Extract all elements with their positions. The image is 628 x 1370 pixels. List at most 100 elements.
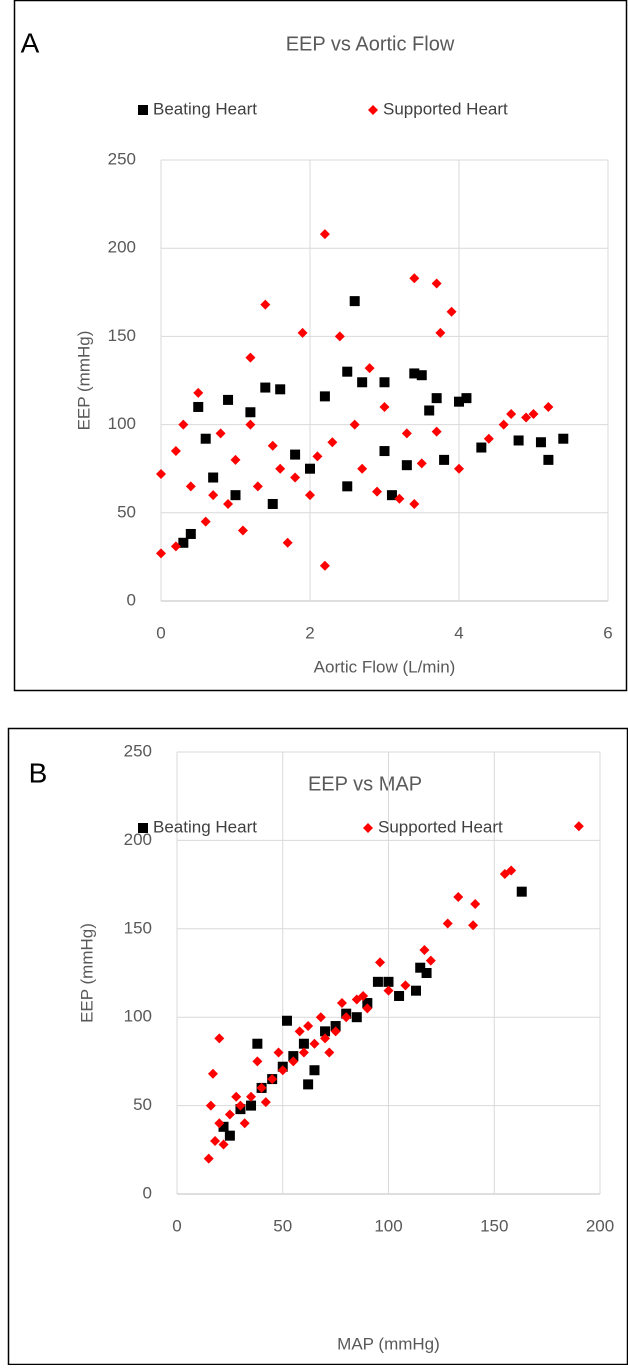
legend-marker [138,105,148,115]
point [223,498,234,509]
point [218,1121,229,1132]
point [454,463,464,474]
y-tick-label: 100 [108,414,136,433]
point [288,1056,299,1067]
x-axis-label: MAP (mmHg) [337,1334,440,1353]
point [470,899,481,910]
point [498,419,509,430]
point [336,998,347,1009]
point [416,458,427,469]
point [246,1100,257,1111]
point [277,1065,288,1076]
y-tick-label: 250 [124,741,152,760]
point [260,382,271,393]
point [290,472,301,483]
point [215,428,226,439]
point [410,985,421,996]
point [461,393,472,404]
point [185,481,196,492]
point [200,433,211,444]
point [205,1100,216,1111]
x-tick-label: 0 [156,623,165,642]
point [379,377,390,388]
point [573,821,584,832]
legend-label: Beating Heart [153,817,257,836]
point [305,490,315,501]
point [409,273,420,284]
point [401,460,412,471]
x-tick-label: 150 [480,1216,508,1235]
legend-marker [138,823,148,833]
point [210,1135,221,1146]
chart-title: EEP vs Aortic Flow [286,33,455,55]
point [298,1038,309,1049]
point [178,419,189,430]
point [513,435,524,446]
point [319,560,330,571]
point [256,1082,267,1093]
point [499,868,510,879]
y-tick-label: 150 [108,326,136,345]
point [156,468,166,479]
point [528,409,539,420]
point [231,1091,242,1102]
point [218,1139,229,1150]
legend-label: Supported Heart [378,817,503,836]
y-tick-label: 200 [108,238,136,257]
point [185,528,196,539]
y-tick-label: 200 [124,830,152,849]
point [309,1065,320,1076]
point [320,1033,331,1044]
point [506,409,517,420]
point [252,1038,263,1049]
point [431,426,442,437]
point [214,1118,225,1129]
point [178,537,189,548]
point [245,352,256,363]
legend-marker [368,105,378,115]
point [245,419,256,430]
y-tick-label: 100 [124,1007,152,1026]
y-tick-label: 0 [143,1183,152,1202]
panel-label: B [29,757,48,788]
x-tick-label: 200 [586,1216,614,1235]
point [214,1033,225,1044]
x-tick-label: 0 [172,1216,181,1235]
point [453,891,464,902]
point [260,299,271,310]
legend-label: Beating Heart [153,99,257,118]
y-tick-label: 250 [108,149,136,168]
point [193,387,204,398]
point [208,472,219,483]
point [416,370,427,381]
panel-border [7,727,628,1366]
panel-label: A [21,27,40,58]
point [435,327,446,338]
point [260,1097,271,1108]
point [200,516,211,527]
point [362,998,373,1009]
point [454,396,464,407]
x-tick-label: 2 [305,623,314,642]
point [303,1079,314,1090]
point [415,962,426,973]
point [246,1091,257,1102]
point [425,955,436,966]
point [439,454,450,465]
point [324,1047,335,1058]
chart-title: EEP vs MAP [308,773,422,795]
point [170,541,181,552]
point [342,366,353,377]
x-tick-label: 100 [374,1216,402,1235]
point [290,449,301,460]
point [298,1047,309,1058]
point [341,1012,352,1023]
point [327,437,338,448]
legend-label: Supported Heart [383,99,508,118]
point [319,229,330,240]
point [315,1012,326,1023]
point [294,1026,305,1037]
point [275,384,286,395]
x-tick-label: 50 [273,1216,292,1235]
point [252,481,263,492]
